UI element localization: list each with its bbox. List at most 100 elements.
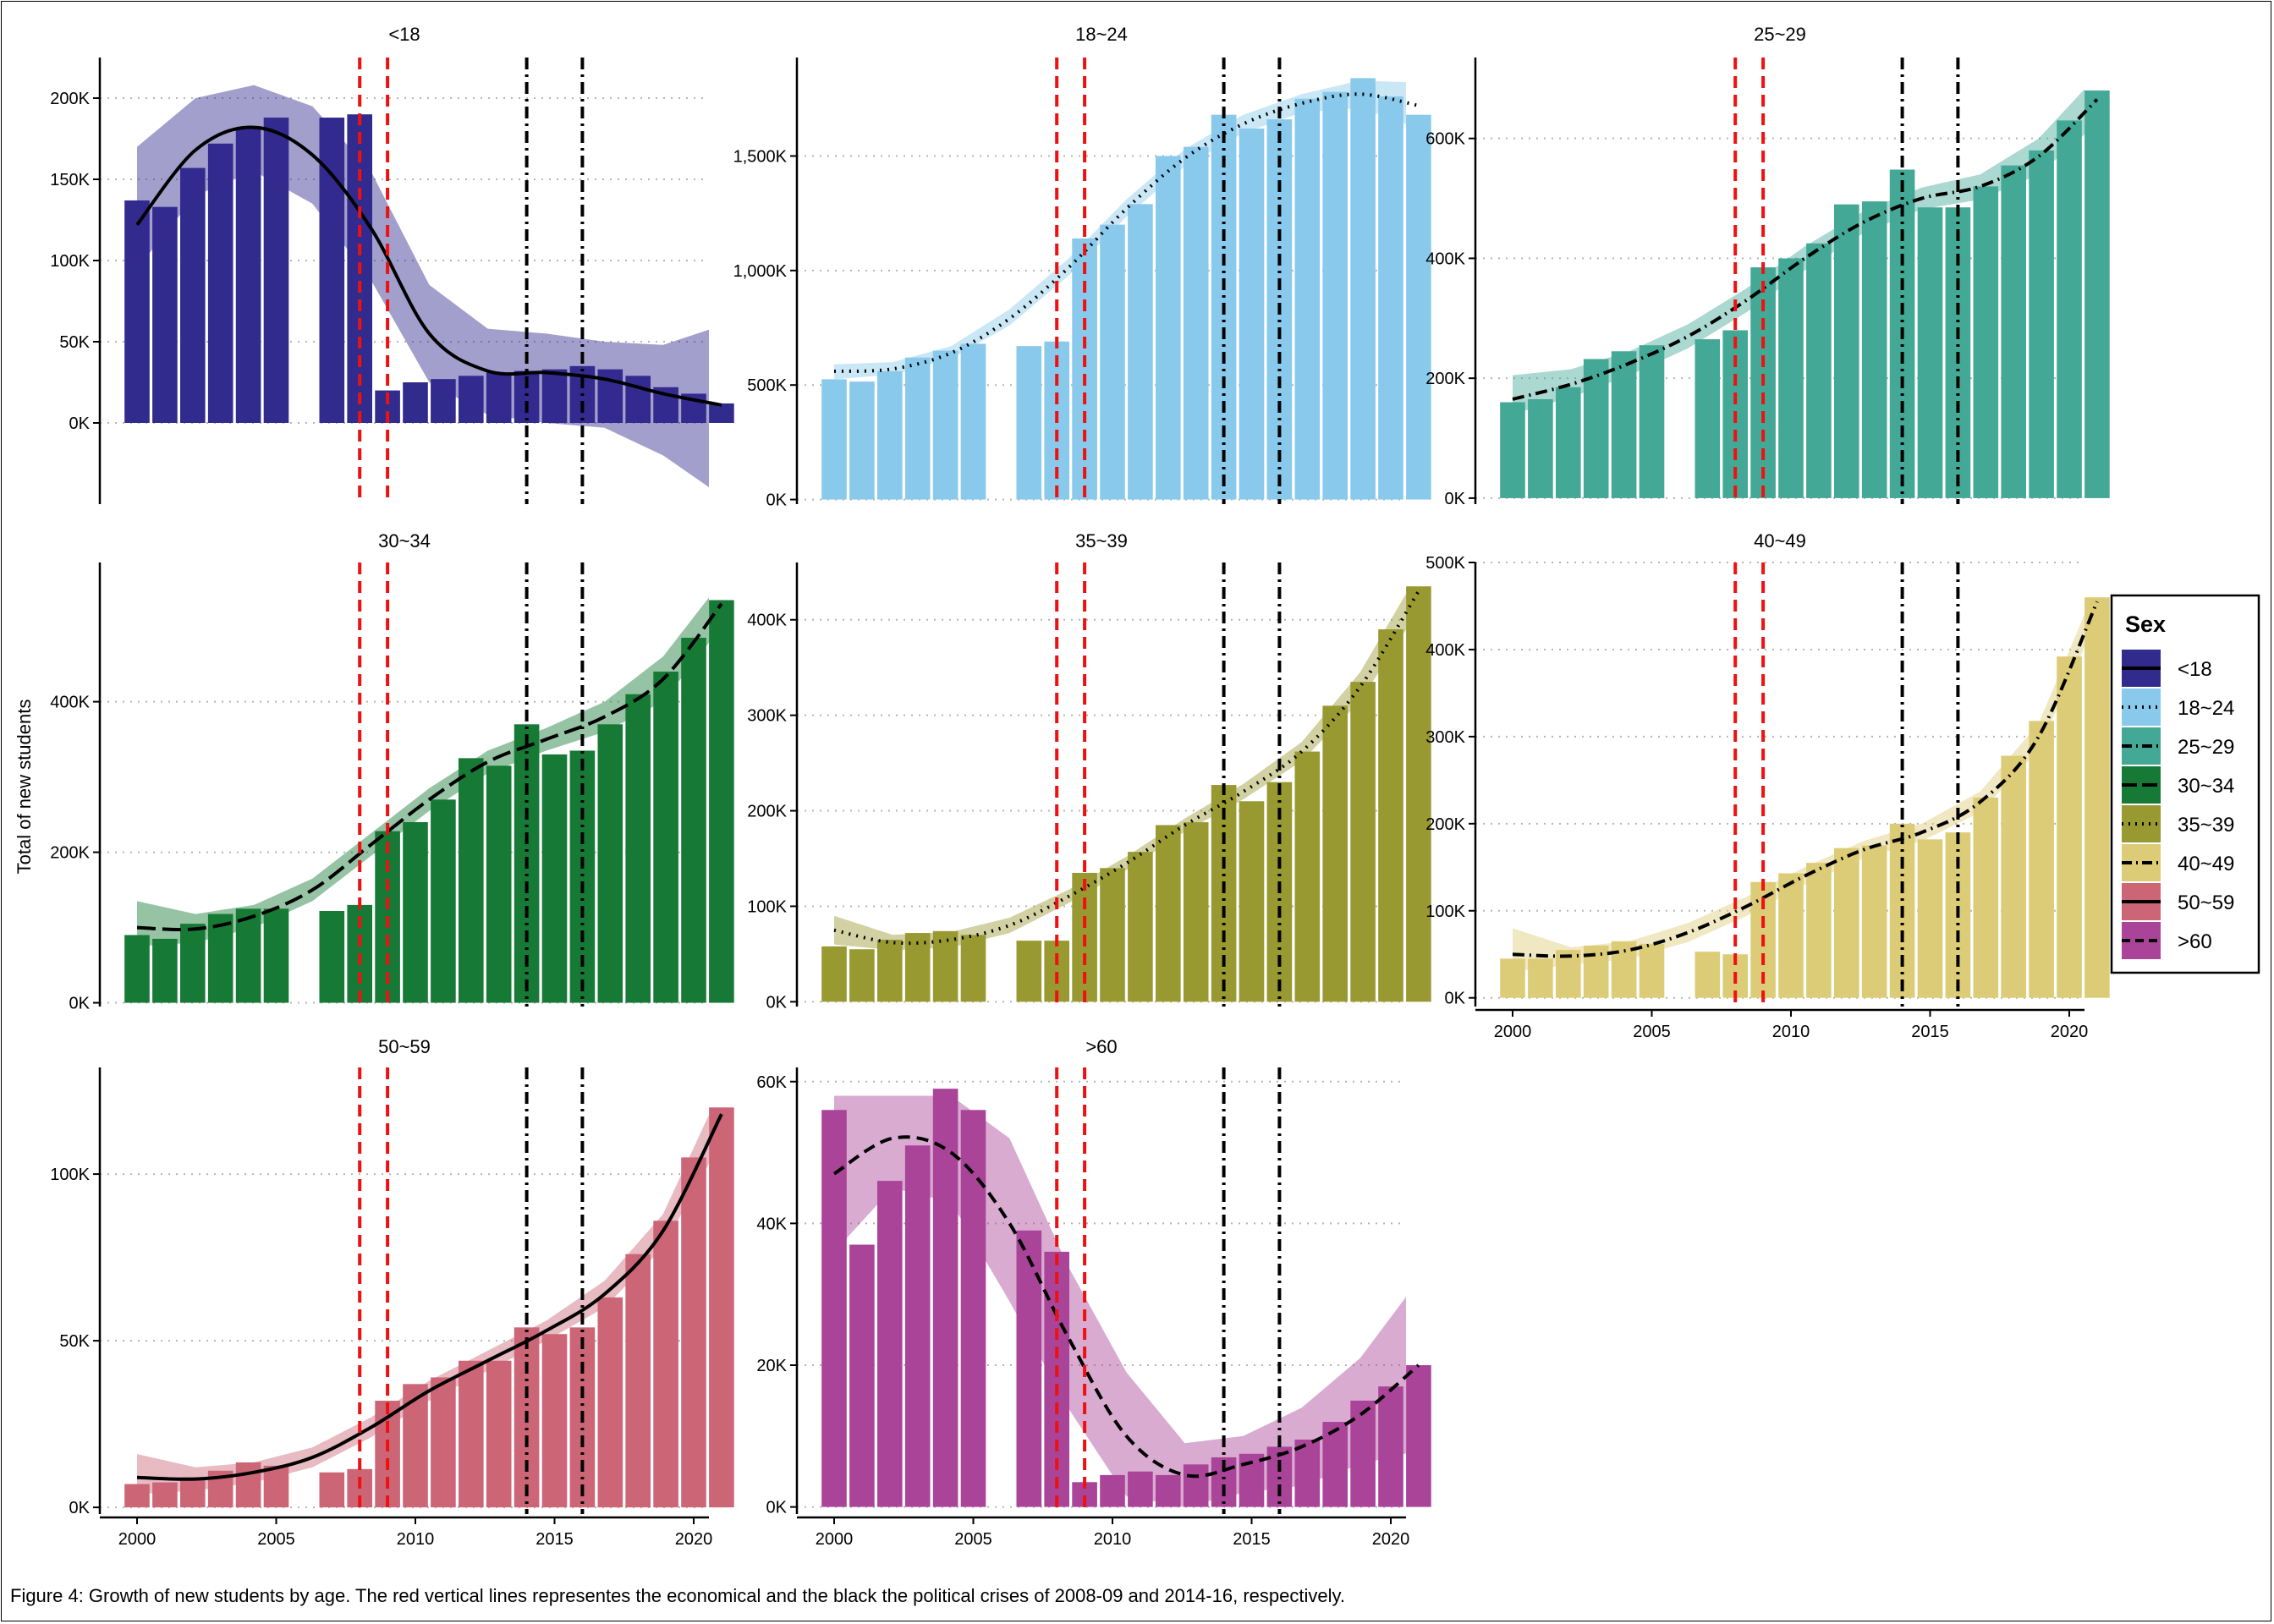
y-tick-label: 0K xyxy=(1445,490,1466,508)
bar xyxy=(2084,90,2110,498)
bar xyxy=(1406,114,1431,500)
bar xyxy=(152,206,178,423)
x-tick-label: 2015 xyxy=(1233,1530,1271,1549)
bar xyxy=(1861,845,1887,998)
y-tick-label: 50K xyxy=(59,333,90,352)
legend-label: 50~59 xyxy=(2178,892,2234,914)
bar xyxy=(1072,238,1097,500)
y-tick-label: 400K xyxy=(747,612,787,630)
bar xyxy=(1583,359,1609,498)
bar xyxy=(1611,351,1637,498)
bar xyxy=(932,350,958,500)
bar xyxy=(1378,96,1403,500)
y-tick-label: 400K xyxy=(1425,641,1465,660)
y-tick-label: 1,000K xyxy=(733,262,788,281)
y-tick-label: 400K xyxy=(1425,250,1465,268)
bar xyxy=(1322,705,1348,1002)
bar xyxy=(1406,586,1431,1002)
bar xyxy=(1639,345,1665,498)
bar xyxy=(709,1107,734,1508)
bar xyxy=(319,910,345,1003)
bar xyxy=(653,672,678,1003)
bar xyxy=(486,372,512,423)
y-tick-label: 200K xyxy=(50,844,90,863)
bar xyxy=(1973,186,1999,498)
bar xyxy=(1100,868,1125,1002)
bar xyxy=(1695,952,1721,998)
legend-label: 30~34 xyxy=(2178,775,2234,798)
bar xyxy=(541,754,568,1003)
panel-3: 25~29 0K 200K 400K 600K xyxy=(1425,24,2110,508)
bar xyxy=(1294,1440,1321,1507)
bar xyxy=(458,1360,484,1508)
bar xyxy=(1778,873,1804,998)
panel-title: 50~59 xyxy=(378,1036,431,1057)
bar xyxy=(876,1181,903,1507)
trend-line xyxy=(833,590,1420,946)
y-tick-label: 60K xyxy=(756,1073,787,1092)
y-tick-label: 200K xyxy=(1425,370,1465,388)
bar xyxy=(541,1334,568,1508)
confidence-band xyxy=(1513,89,2084,414)
bar xyxy=(1555,387,1581,498)
bar xyxy=(179,1477,206,1508)
bar xyxy=(821,379,847,500)
legend-swatch xyxy=(2122,689,2161,726)
bar xyxy=(625,694,651,1003)
bar xyxy=(403,821,428,1003)
panel-title: 35~39 xyxy=(1075,530,1128,551)
bar xyxy=(1183,146,1209,500)
bar xyxy=(625,1254,651,1508)
panel-1: <18 0K 50K 100K 150K 200K xyxy=(50,24,734,504)
bar xyxy=(597,724,623,1003)
bar xyxy=(1378,1386,1403,1507)
bar xyxy=(541,369,568,423)
panel-title: >60 xyxy=(1085,1036,1117,1057)
bar xyxy=(1639,943,1665,998)
panel-title: 25~29 xyxy=(1754,24,1806,45)
legend: Sex <18 18~24 25~29 30~34 35~39 40~49 50~59 >60 xyxy=(2110,594,2260,974)
bar xyxy=(681,637,706,1003)
bar xyxy=(1861,201,1887,498)
panel-title: 40~49 xyxy=(1754,530,1806,551)
x-tick-label: 2010 xyxy=(1772,1023,1810,1041)
bar xyxy=(1500,402,1525,498)
bar xyxy=(263,1465,289,1508)
bar xyxy=(681,1157,706,1508)
bar xyxy=(235,1462,261,1508)
bar xyxy=(597,1297,623,1508)
bar xyxy=(904,1145,931,1507)
y-tick-label: 0K xyxy=(69,414,91,433)
bar xyxy=(1555,950,1581,998)
legend-label: 18~24 xyxy=(2178,697,2234,720)
y-tick-label: 0K xyxy=(766,1499,788,1517)
bar xyxy=(1100,1474,1125,1507)
trend-line xyxy=(136,602,723,932)
y-tick-label: 200K xyxy=(747,803,787,821)
bar xyxy=(1322,1422,1348,1507)
y-tick-label: 20K xyxy=(756,1357,787,1375)
bar xyxy=(1350,78,1376,500)
bar xyxy=(431,379,456,423)
bar xyxy=(1155,825,1181,1002)
y-tick-label: 0K xyxy=(766,491,788,510)
bar xyxy=(458,758,484,1003)
bar xyxy=(207,143,233,423)
bar xyxy=(876,370,903,500)
bar xyxy=(124,935,150,1003)
y-tick-label: 300K xyxy=(1425,728,1465,747)
bar xyxy=(1128,1471,1153,1507)
x-tick-label: 2015 xyxy=(536,1530,574,1549)
bar xyxy=(1528,958,1553,998)
bar xyxy=(1155,1474,1181,1507)
bar xyxy=(1917,839,1943,998)
y-tick-label: 500K xyxy=(747,376,787,395)
bar xyxy=(1100,224,1125,500)
panel-2: 18~24 0K 500K 1,000K 1,500K xyxy=(733,24,1431,510)
bar xyxy=(960,343,986,500)
bar xyxy=(821,946,847,1002)
bar xyxy=(1806,243,1832,498)
panel-6: 40~49 0K 100K 200K 300K 400K 500K 2000 2005 2010 2… xyxy=(1425,530,2110,1041)
bar xyxy=(124,1484,150,1508)
